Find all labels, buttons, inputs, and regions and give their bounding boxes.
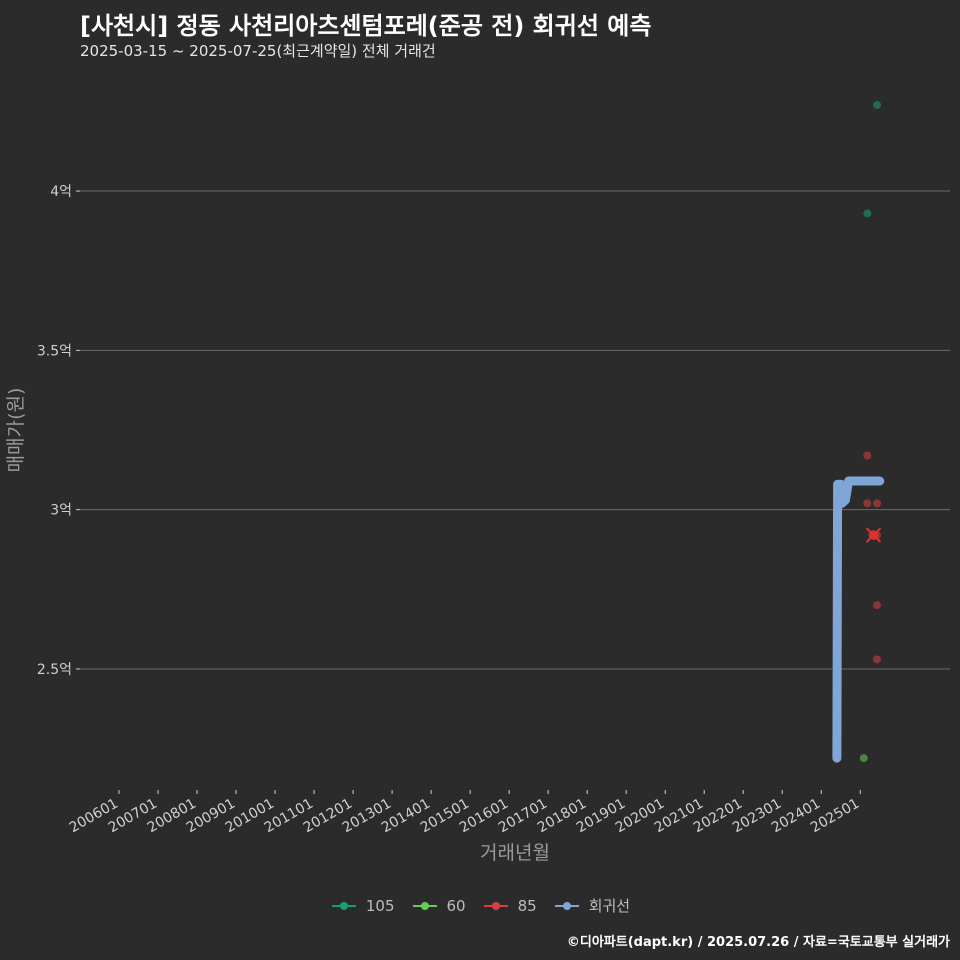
point-85 (863, 451, 872, 460)
legend-label-85: 85 (517, 896, 537, 915)
legend-item-regression: 회귀선 (553, 895, 630, 916)
y-tick-label: 3.5억 (37, 343, 72, 359)
y-tick-label: 2.5억 (37, 662, 72, 678)
legend-key-105 (330, 896, 358, 916)
point-85 (873, 601, 882, 610)
legend-item-85: 85 (482, 896, 537, 916)
regression-layer (832, 476, 885, 763)
legend-label-regression: 회귀선 (588, 897, 631, 915)
chart-subtitle: 2025-03-15 ~ 2025-07-25(최근계약일) 전체 거래건 (80, 42, 436, 60)
legend-label-60: 60 (446, 896, 466, 915)
point-60 (859, 754, 868, 763)
legend-label-105: 105 (365, 896, 395, 915)
regression-line (832, 476, 885, 763)
points-layer (859, 101, 882, 763)
grid-lines (80, 190, 950, 670)
legend-item-60: 60 (411, 896, 466, 916)
legend: 105 60 85 회귀선 (0, 895, 960, 916)
legend-key-regression (553, 896, 581, 916)
point-85 (873, 499, 882, 508)
y-axis-label: 매매가(원) (5, 388, 27, 473)
y-tick-label: 4억 (50, 184, 72, 200)
point-105 (873, 101, 882, 110)
point-105 (863, 209, 872, 218)
point-85 (863, 499, 872, 508)
point-85 (873, 655, 882, 664)
legend-key-85 (482, 896, 510, 916)
prediction-marker (865, 527, 882, 543)
chart-title: [사천시] 정동 사천리아츠센텀포레(준공 전) 회귀선 예측 (80, 12, 652, 40)
source-credit: ©디아파트(dapt.kr) / 2025.07.26 / 자료=국토교통부 실… (566, 935, 950, 950)
x-axis-label: 거래년월 (480, 842, 550, 864)
legend-key-60 (411, 896, 439, 916)
legend-item-105: 105 (330, 896, 395, 916)
y-tick-label: 3억 (50, 503, 72, 519)
